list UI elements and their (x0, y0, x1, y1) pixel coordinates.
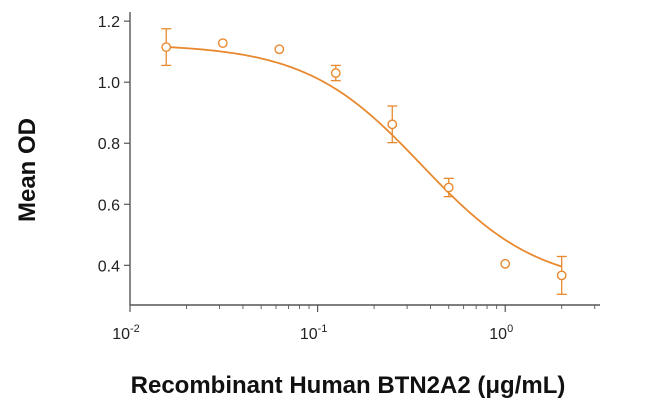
data-point (330, 68, 341, 78)
y-axis-title: Mean OD (14, 118, 41, 222)
x-ticks: 10-2 10-1 100 (112, 305, 596, 343)
data-point (274, 44, 285, 55)
y-tick-label: 0.8 (98, 136, 120, 153)
data-point (500, 258, 511, 269)
plot-area (161, 28, 567, 295)
data-point (443, 182, 454, 193)
data-point (217, 38, 228, 49)
x-tick-label: 100 (489, 323, 513, 343)
x-tick-label: 10-1 (300, 323, 328, 343)
y-tick-label: 1.0 (98, 75, 120, 92)
y-tick-label: 0.6 (98, 197, 120, 214)
y-axis: 0.4 0.6 0.8 1.0 1.2 (98, 12, 131, 305)
y-tick-label: 0.4 (98, 258, 120, 275)
data-point (161, 42, 172, 52)
y-tick-label: 1.2 (98, 14, 120, 31)
data-point (556, 270, 567, 281)
x-tick-label: 10-2 (112, 323, 140, 343)
x-axis-title: Recombinant Human BTN2A2 (μg/mL) (131, 372, 566, 399)
x-axis: 10-2 10-1 100 (112, 304, 600, 343)
y-ticks: 0.4 0.6 0.8 1.0 1.2 (98, 14, 130, 275)
fit-curve (166, 46, 562, 268)
data-point (387, 119, 398, 130)
